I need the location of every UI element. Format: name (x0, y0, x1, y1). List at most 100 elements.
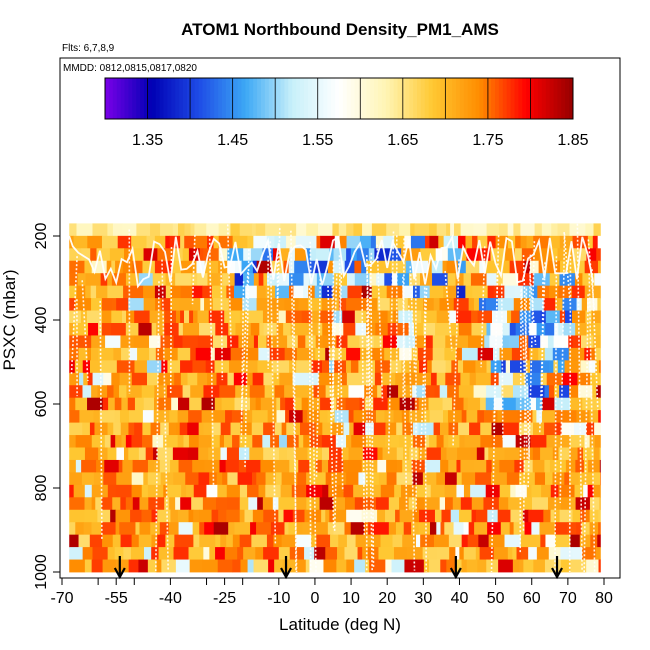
heatmap-cell (346, 235, 361, 249)
heatmap-cell (491, 459, 500, 473)
heatmap-cell (82, 360, 91, 374)
heatmap-cell (231, 410, 244, 423)
heatmap-cell (493, 397, 503, 411)
heatmap-cell (311, 347, 316, 361)
heatmap-cell (453, 522, 464, 536)
heatmap-cell (168, 422, 177, 436)
heatmap-cell (178, 459, 193, 473)
heatmap-cell (542, 410, 556, 423)
flight-marker-head (551, 567, 563, 580)
heatmap-cell (504, 447, 520, 461)
colorbar-segment (420, 78, 426, 119)
heatmap-cell (243, 547, 256, 560)
heatmap-cell (380, 484, 395, 498)
heatmap-cell (519, 559, 524, 573)
heatmap-cell (475, 509, 488, 523)
heatmap-cell (211, 509, 219, 523)
heatmap-cell (429, 435, 437, 448)
colorbar-segment (510, 78, 515, 119)
colorbar-segment (440, 78, 445, 119)
colorbar-segment (288, 78, 293, 119)
heatmap-cell (206, 223, 220, 237)
heatmap-cell (413, 509, 420, 523)
colorbar-segment (151, 78, 157, 119)
colorbar-segment (417, 78, 422, 119)
heatmap-cell (440, 459, 449, 473)
heatmap-cell (310, 248, 317, 262)
heatmap-cell (523, 497, 533, 511)
heatmap-cell (507, 547, 513, 560)
heatmap-cell (69, 360, 76, 374)
heatmap-cell (582, 397, 588, 411)
heatmap-cell (228, 323, 236, 336)
heatmap-cell (273, 273, 279, 287)
heatmap-cell (74, 360, 84, 374)
heatmap-cell (373, 422, 386, 436)
heatmap-cell (102, 559, 117, 573)
heatmap-cell (354, 260, 362, 274)
heatmap-cell (388, 522, 397, 536)
heatmap-cell (242, 360, 258, 374)
heatmap-cell (425, 385, 436, 399)
heatmap-cell (142, 410, 155, 423)
heatmap-cell (419, 509, 436, 523)
heatmap-cell (362, 223, 373, 237)
heatmap-cell (589, 497, 600, 511)
colorbar-segment (296, 78, 301, 119)
heatmap-cell (412, 260, 429, 274)
y-tick-label: 200 (33, 223, 50, 250)
heatmap-cell (429, 235, 439, 249)
heatmap-cell (274, 385, 285, 399)
heatmap-cell (384, 435, 391, 448)
heatmap-cell (127, 360, 135, 374)
heatmap-cell (548, 385, 555, 399)
heatmap-cell (346, 435, 352, 448)
heatmap-cell (384, 273, 393, 287)
heatmap-cell (252, 509, 264, 523)
heatmap-cell (192, 360, 207, 374)
heatmap-cell (575, 323, 587, 336)
heatmap-cell (307, 235, 317, 249)
heatmap-cell (91, 298, 103, 311)
heatmap-cell (69, 372, 75, 386)
heatmap-cell (595, 360, 600, 374)
profile-line (331, 286, 334, 414)
heatmap-cell (174, 372, 182, 386)
heatmap-cell (242, 298, 257, 311)
heatmap-cell (346, 534, 356, 548)
heatmap-cell (69, 385, 83, 399)
heatmap-cell (325, 347, 330, 361)
heatmap-cell (125, 435, 132, 448)
heatmap-cell (540, 447, 554, 461)
heatmap-cell (76, 285, 86, 299)
colorbar-segment (358, 78, 363, 119)
heatmap-cell (272, 497, 279, 511)
heatmap-cell (599, 497, 601, 511)
heatmap-cell (314, 285, 323, 299)
colorbar-segment (448, 78, 453, 119)
heatmap-cell (398, 310, 414, 324)
heatmap-cell (477, 347, 494, 361)
heatmap-cell (198, 472, 210, 486)
heatmap-cell (531, 522, 540, 536)
heatmap-cell (543, 509, 551, 523)
heatmap-cell (413, 323, 424, 336)
heatmap-cell (121, 397, 129, 411)
y-tick-label: 1000 (33, 554, 50, 590)
heatmap-cell (439, 422, 449, 436)
heatmap-cell (289, 410, 304, 423)
heatmap-cell (447, 410, 463, 423)
heatmap-cell (119, 372, 133, 386)
heatmap-cell (490, 248, 499, 262)
heatmap-cell (572, 335, 582, 349)
heatmap-cell (346, 298, 363, 311)
heatmap-cell (559, 235, 573, 249)
heatmap-cell (182, 248, 190, 262)
colorbar-segment (311, 78, 317, 119)
heatmap-cell (425, 235, 430, 249)
heatmap-cell (167, 385, 183, 399)
heatmap-cell (486, 459, 493, 473)
heatmap-cell (442, 248, 449, 262)
heatmap-cell (433, 534, 450, 548)
heatmap-cell (247, 235, 254, 249)
